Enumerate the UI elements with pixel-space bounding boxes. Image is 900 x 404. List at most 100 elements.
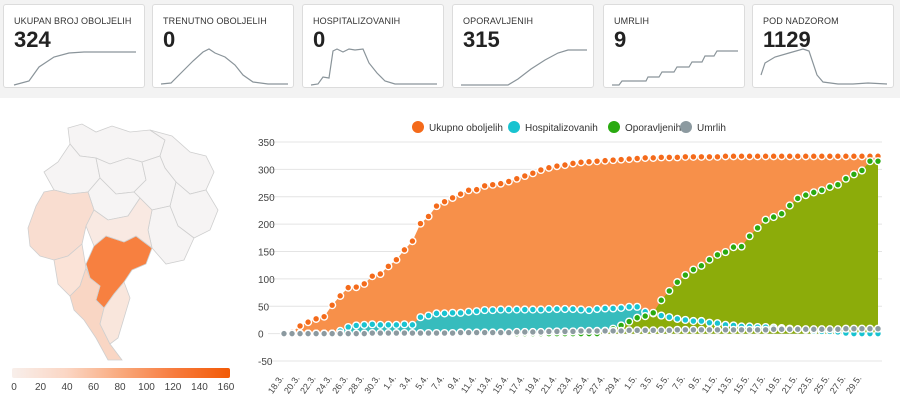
point-3 xyxy=(761,325,770,334)
point-3 xyxy=(552,327,562,336)
point-3 xyxy=(520,327,529,337)
point-3 xyxy=(336,329,345,338)
point-0 xyxy=(737,152,746,161)
point-3 xyxy=(649,326,658,335)
point-3 xyxy=(512,327,521,337)
municipality-map[interactable] xyxy=(0,98,240,368)
point-0 xyxy=(472,185,481,194)
kpi-card-recovered[interactable]: OPORAVLJENIH 315 xyxy=(452,4,594,88)
point-2 xyxy=(849,170,859,179)
kpi-value-hospitalized: 0 xyxy=(313,27,326,52)
point-3 xyxy=(777,325,786,334)
point-3 xyxy=(753,325,762,334)
point-2 xyxy=(809,188,818,197)
point-0 xyxy=(464,186,473,195)
point-3 xyxy=(360,329,369,338)
point-0 xyxy=(753,152,762,161)
point-3 xyxy=(400,328,409,338)
point-3 xyxy=(769,325,778,334)
point-2 xyxy=(793,194,802,203)
point-0 xyxy=(536,165,545,175)
point-1 xyxy=(360,320,369,329)
point-2 xyxy=(649,308,658,317)
point-0 xyxy=(560,160,570,170)
point-2 xyxy=(625,317,634,326)
point-0 xyxy=(849,152,859,161)
point-0 xyxy=(336,291,345,300)
point-1 xyxy=(456,308,465,317)
point-1 xyxy=(657,311,666,320)
x-tick-label: 19.5. xyxy=(764,373,784,395)
point-2 xyxy=(681,270,690,280)
point-3 xyxy=(745,325,754,334)
point-3 xyxy=(817,325,826,334)
point-3 xyxy=(312,329,321,338)
point-2 xyxy=(841,174,850,183)
point-0 xyxy=(496,179,505,188)
x-tick-label: 29.5. xyxy=(844,373,864,395)
point-3 xyxy=(865,324,875,333)
point-0 xyxy=(295,321,305,331)
point-3 xyxy=(873,324,883,333)
point-1 xyxy=(633,302,642,311)
kpi-card-total[interactable]: UKUPAN BROJ OBOLJELIH 324 xyxy=(3,4,145,88)
point-3 xyxy=(432,328,441,338)
point-3 xyxy=(408,328,417,338)
map-region-north-of-capital xyxy=(85,197,153,249)
kpi-card-active[interactable]: TRENUTNO OBOLJELIH 0 xyxy=(152,4,294,88)
point-1 xyxy=(504,305,513,314)
map-scale-tick: 60 xyxy=(87,382,100,393)
point-3 xyxy=(689,325,698,334)
point-0 xyxy=(480,181,489,190)
map-scale-tick: 80 xyxy=(114,382,126,393)
point-3 xyxy=(576,326,586,335)
point-2 xyxy=(729,243,738,252)
kpi-sparkline-hospitalized xyxy=(310,48,437,86)
point-3 xyxy=(833,325,842,334)
point-1 xyxy=(352,321,361,330)
point-0 xyxy=(625,154,634,164)
x-tick-label: 7.5. xyxy=(670,373,687,391)
point-1 xyxy=(705,318,714,327)
point-3 xyxy=(681,325,690,334)
point-1 xyxy=(384,320,393,329)
point-0 xyxy=(721,152,730,161)
point-1 xyxy=(584,305,594,315)
x-tick-label: 27.4. xyxy=(587,373,607,395)
point-3 xyxy=(544,327,553,336)
point-0 xyxy=(440,197,449,206)
map-scale-tick: 40 xyxy=(61,382,73,393)
point-3 xyxy=(328,329,337,338)
point-3 xyxy=(713,325,722,334)
map-scale-tick: 100 xyxy=(138,382,155,393)
point-1 xyxy=(424,311,433,320)
map-scale-tick: 140 xyxy=(191,382,208,393)
point-2 xyxy=(777,209,786,218)
point-0 xyxy=(745,152,754,161)
point-3 xyxy=(295,329,305,338)
point-0 xyxy=(448,193,457,202)
kpi-label-total: UKUPAN BROJ OBOLJELIH xyxy=(14,16,132,26)
kpi-card-hospitalized[interactable]: HOSPITALIZOVANIH 0 xyxy=(302,4,444,88)
point-1 xyxy=(665,313,674,322)
point-2 xyxy=(641,312,650,321)
kpi-card-surveillance[interactable]: POD NADZOROM 1129 xyxy=(752,4,894,88)
point-1 xyxy=(560,304,570,314)
point-0 xyxy=(673,153,682,162)
point-3 xyxy=(600,326,610,335)
point-3 xyxy=(472,328,481,337)
point-0 xyxy=(785,152,794,161)
point-1 xyxy=(480,305,489,315)
x-tick-label: 20.3. xyxy=(282,373,302,395)
x-tick-label: 21.5. xyxy=(780,373,800,395)
x-tick-label: 19.4. xyxy=(523,373,543,395)
point-0 xyxy=(705,152,714,161)
point-3 xyxy=(536,327,545,337)
kpi-card-deaths[interactable]: UMRLIH 9 xyxy=(603,4,745,88)
legend-marker xyxy=(508,121,520,133)
chart-areas xyxy=(284,156,878,334)
point-1 xyxy=(368,320,377,329)
point-1 xyxy=(552,304,562,314)
x-tick-label: 15.5. xyxy=(732,373,752,395)
kpi-sparkline-deaths xyxy=(612,50,738,86)
